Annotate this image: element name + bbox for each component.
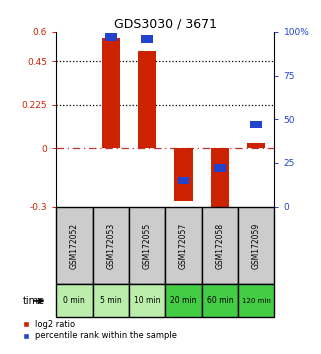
Bar [214, 164, 226, 172]
Bar [56, 284, 92, 318]
Bar [211, 148, 229, 211]
Text: 0 min: 0 min [64, 296, 85, 306]
Text: GSM172052: GSM172052 [70, 223, 79, 269]
Text: GSM172058: GSM172058 [215, 223, 224, 269]
Bar [238, 207, 274, 284]
Bar [138, 51, 156, 148]
Text: GSM172055: GSM172055 [143, 222, 152, 269]
Bar [174, 148, 193, 201]
Text: time: time [22, 296, 45, 306]
Bar [105, 33, 117, 41]
Bar [238, 284, 274, 318]
Text: 20 min: 20 min [170, 296, 197, 306]
Bar [247, 143, 265, 148]
Bar [129, 284, 165, 318]
Bar [102, 38, 120, 148]
Bar [92, 284, 129, 318]
Text: 5 min: 5 min [100, 296, 122, 306]
Bar [202, 284, 238, 318]
Bar [178, 177, 189, 184]
Bar [202, 207, 238, 284]
Bar [56, 207, 92, 284]
Bar [165, 207, 202, 284]
Text: GSM172057: GSM172057 [179, 222, 188, 269]
Bar [141, 35, 153, 43]
Text: 120 min: 120 min [242, 298, 271, 304]
Text: 10 min: 10 min [134, 296, 160, 306]
Text: GSM172053: GSM172053 [106, 222, 115, 269]
Bar [129, 207, 165, 284]
Bar [92, 207, 129, 284]
Bar [165, 284, 202, 318]
Legend: log2 ratio, percentile rank within the sample: log2 ratio, percentile rank within the s… [23, 320, 177, 341]
Text: 60 min: 60 min [207, 296, 233, 306]
Title: GDS3030 / 3671: GDS3030 / 3671 [114, 18, 217, 31]
Text: GSM172059: GSM172059 [252, 222, 261, 269]
Bar [250, 121, 262, 129]
